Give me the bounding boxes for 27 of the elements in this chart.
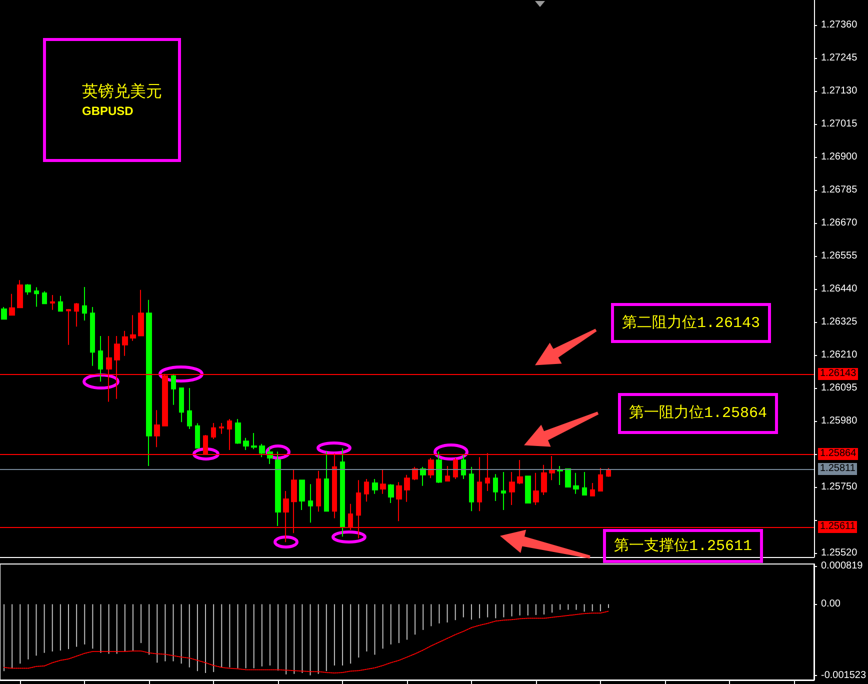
y-tick-label: 0.000819 [821,560,864,572]
y-tick-label: 1.26095 [821,382,858,394]
y-tick-label: 1.26210 [821,349,858,360]
ref-line-label: 1.25611 [818,520,858,533]
y-tick-label: 1.25520 [821,547,858,558]
text: 英镑兑美元 [82,82,162,100]
y-tick-label: 1.25750 [821,481,858,492]
y-tick-label: 1.27245 [821,52,858,64]
y-tick-label: -0.001523 [821,670,866,681]
y-tick-label: 1.26440 [821,283,858,294]
annotation: 第二阻力位1.26143 [622,314,760,332]
y-tick-label: 1.26670 [821,217,858,228]
y-tick-label: 0.00 [821,598,841,610]
ref-line-label: 1.25811 [818,463,858,476]
text: GBPUSD [82,104,134,118]
ref-line-label: 1.25864 [818,448,858,460]
y-tick-label: 1.26900 [821,151,858,162]
y-tick-label: 1.26555 [821,250,858,262]
y-tick-label: 1.27130 [821,85,858,96]
y-tick-label: 1.25980 [821,415,858,426]
y-tick-label: 1.26785 [821,184,858,196]
y-tick-label: 1.27015 [821,118,858,130]
y-tick-label: 1.27360 [821,19,858,30]
annotation: 第一支撑位1.25611 [614,538,752,554]
ref-line-label: 1.26143 [818,368,858,380]
annotation: 第一阻力位1.25864 [629,405,768,422]
y-tick-label: 1.26325 [821,316,858,328]
